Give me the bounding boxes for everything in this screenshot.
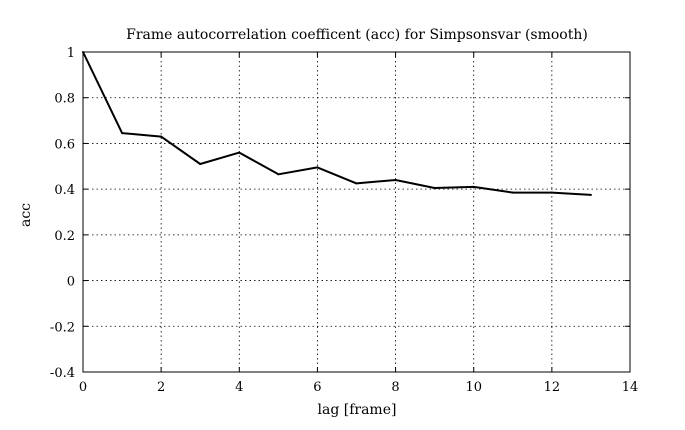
x-tick-label-4: 8 xyxy=(391,380,399,395)
y-axis-label: acc xyxy=(18,203,34,227)
data-point-2 xyxy=(160,135,163,138)
data-point-6 xyxy=(316,166,319,169)
data-point-7 xyxy=(355,182,358,185)
axis-ticks: 0 2 4 6 8 10 12 14 -0.4 -0.2 0 0.2 0.4 0.6 0.8 1 xyxy=(50,46,638,395)
x-tick-label-3: 6 xyxy=(313,380,321,395)
y-tick-label-6: 0.8 xyxy=(54,92,75,107)
y-tick-label-7: 1 xyxy=(67,46,75,61)
x-tick-label-7: 14 xyxy=(622,380,639,395)
data-point-0 xyxy=(82,51,84,53)
x-tick-label-0: 0 xyxy=(79,380,87,395)
series-line-0 xyxy=(82,51,591,196)
y-tick-label-0: -0.4 xyxy=(50,366,75,381)
x-tick-label-1: 2 xyxy=(157,380,165,395)
x-tick-label-5: 10 xyxy=(465,380,482,395)
series-layer xyxy=(82,51,592,196)
data-point-11 xyxy=(511,191,514,194)
x-axis-label: lag [frame] xyxy=(318,402,397,418)
y-tick-label-1: -0.2 xyxy=(50,320,75,335)
y-tick-label-5: 0.6 xyxy=(54,137,75,152)
y-tick-label-3: 0.2 xyxy=(54,229,75,244)
y-tick-label-2: 0 xyxy=(67,275,75,290)
data-point-10 xyxy=(472,185,475,188)
x-tick-label-6: 12 xyxy=(544,380,561,395)
y-tick-label-4: 0.4 xyxy=(54,183,75,198)
chart-title: Frame autocorrelation coefficent (acc) f… xyxy=(126,27,588,43)
x-tick-label-2: 4 xyxy=(235,380,243,395)
data-point-1 xyxy=(121,132,124,135)
data-point-3 xyxy=(199,163,202,165)
plot-area xyxy=(82,51,631,373)
data-point-4 xyxy=(238,151,241,154)
data-point-8 xyxy=(394,179,397,181)
data-point-12 xyxy=(550,191,553,194)
grid-lines xyxy=(83,52,630,372)
data-point-9 xyxy=(433,187,436,189)
data-point-5 xyxy=(277,173,280,176)
data-point-13 xyxy=(589,193,592,196)
